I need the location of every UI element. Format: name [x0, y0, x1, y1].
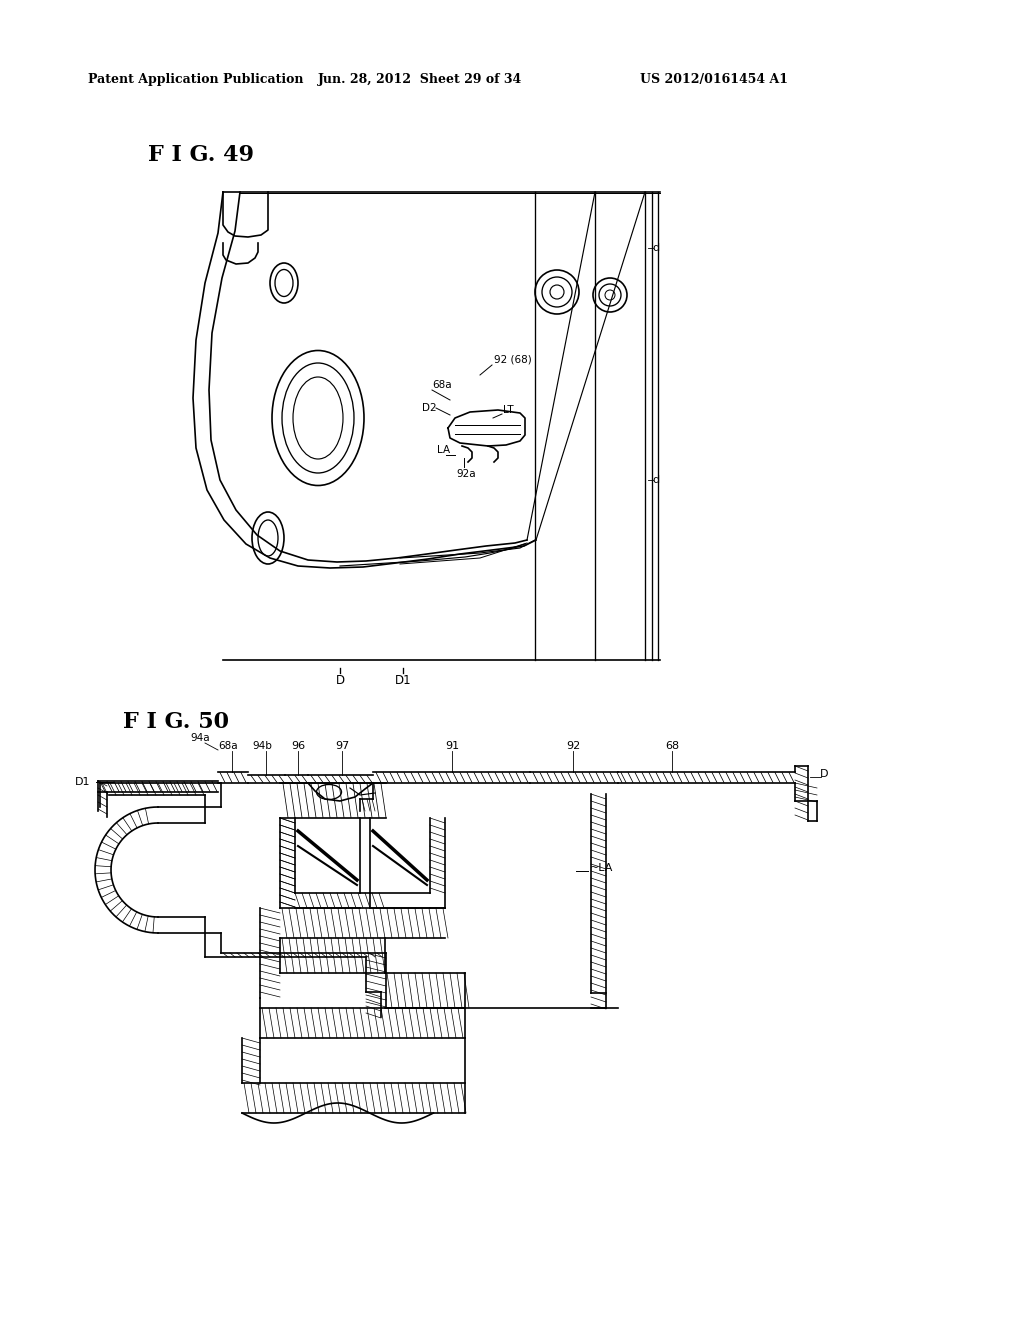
Text: 94b: 94b [252, 741, 272, 751]
Text: D2: D2 [422, 403, 436, 413]
Text: 91: 91 [445, 741, 459, 751]
Text: 96: 96 [291, 741, 305, 751]
Text: LT: LT [503, 405, 514, 414]
Text: 68: 68 [665, 741, 679, 751]
Text: 68a: 68a [432, 380, 452, 389]
Text: d: d [652, 243, 659, 253]
Text: LA: LA [437, 445, 451, 455]
Text: F I G. 49: F I G. 49 [148, 144, 254, 166]
Text: 92a: 92a [456, 469, 475, 479]
Text: D: D [820, 770, 828, 779]
Text: Patent Application Publication: Patent Application Publication [88, 74, 303, 87]
Text: 94a: 94a [190, 733, 210, 743]
Text: d: d [652, 475, 659, 484]
Text: D1: D1 [75, 777, 90, 787]
Text: Jun. 28, 2012  Sheet 29 of 34: Jun. 28, 2012 Sheet 29 of 34 [317, 74, 522, 87]
Text: D1: D1 [394, 673, 412, 686]
Text: 97: 97 [335, 741, 349, 751]
Text: F I G. 50: F I G. 50 [123, 711, 229, 733]
Text: D: D [336, 673, 344, 686]
Text: ~LA: ~LA [590, 863, 613, 873]
Text: US 2012/0161454 A1: US 2012/0161454 A1 [640, 74, 788, 87]
Text: 68a: 68a [218, 741, 238, 751]
Text: 92: 92 [566, 741, 581, 751]
Text: 92 (68): 92 (68) [494, 355, 531, 366]
